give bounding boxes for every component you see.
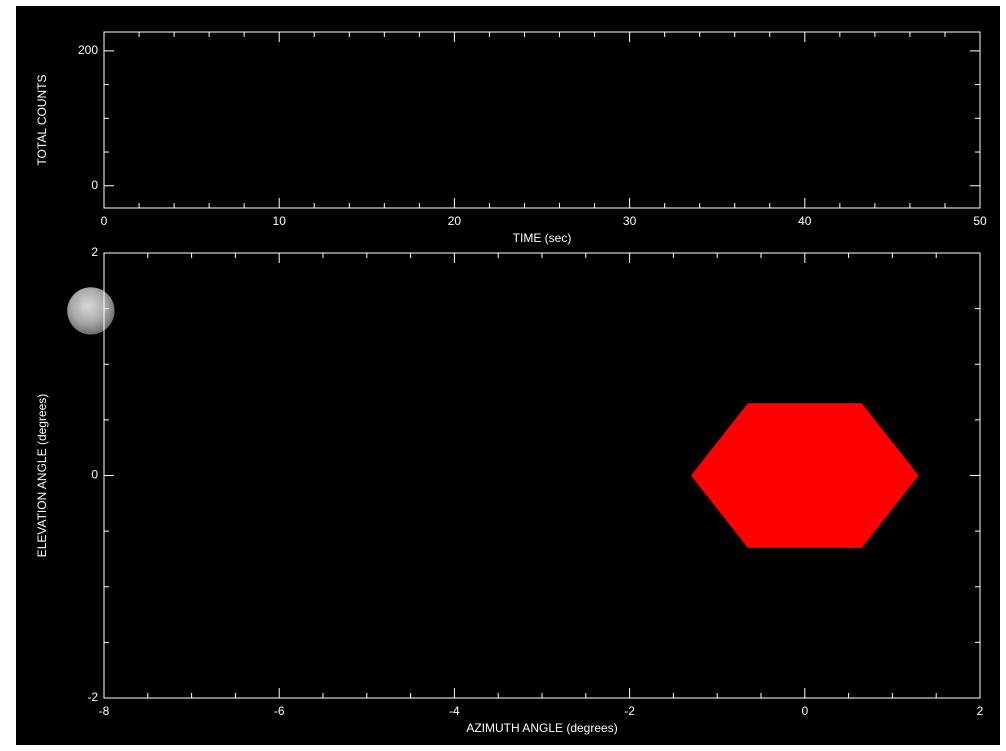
moon [67,287,114,334]
x-tick-label: -6 [274,704,285,718]
y-tick-label: 0 [91,178,98,192]
x-tick-label: 30 [623,214,637,228]
x-tick-label: 2 [977,704,984,718]
x-tick-label: 10 [273,214,287,228]
x-tick-label: -4 [449,704,460,718]
y-tick-label: 2 [91,245,98,259]
x-tick-label: -8 [99,704,110,718]
x-tick-label: 0 [801,704,808,718]
x-tick-label: 40 [798,214,812,228]
x-tick-label: -2 [624,704,635,718]
x-axis-label: AZIMUTH ANGLE (degrees) [466,721,617,735]
y-tick-label: 200 [78,43,98,57]
x-tick-label: 50 [973,214,987,228]
y-axis-label: TOTAL COUNTS [35,74,49,165]
x-tick-label: 0 [101,214,108,228]
chart: 010203040500200TIME (sec)TOTAL COUNTS-8-… [0,0,1006,751]
y-axis-label: ELEVATION ANGLE (degrees) [35,394,49,558]
background [16,6,1000,745]
x-tick-label: 20 [448,214,462,228]
y-tick-label: 0 [91,468,98,482]
x-axis-label: TIME (sec) [513,231,572,245]
y-tick-label: -2 [87,690,98,704]
page: {"chart_data": [ {"type": "line", "ylabe… [0,0,1006,751]
